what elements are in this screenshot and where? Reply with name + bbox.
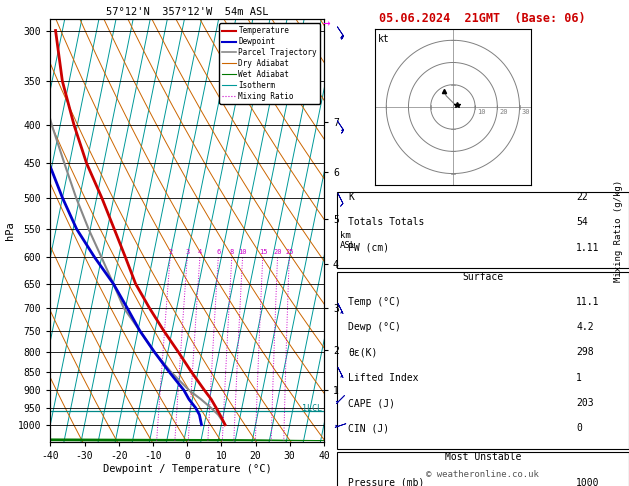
Text: 4.2: 4.2	[576, 322, 594, 332]
Text: K: K	[348, 192, 354, 202]
Text: 20: 20	[499, 108, 508, 115]
Text: Pressure (mb): Pressure (mb)	[348, 478, 425, 486]
Legend: Temperature, Dewpoint, Parcel Trajectory, Dry Adiabat, Wet Adiabat, Isotherm, Mi: Temperature, Dewpoint, Parcel Trajectory…	[220, 23, 320, 104]
Text: 15: 15	[259, 249, 267, 255]
Y-axis label: hPa: hPa	[5, 222, 15, 240]
Text: 25: 25	[285, 249, 294, 255]
Text: 4: 4	[198, 249, 203, 255]
Text: 11.1: 11.1	[576, 297, 600, 307]
Text: © weatheronline.co.uk: © weatheronline.co.uk	[426, 469, 539, 479]
Y-axis label: km
ASL: km ASL	[340, 231, 357, 250]
Text: Temp (°C): Temp (°C)	[348, 297, 401, 307]
Bar	[337, 272, 629, 449]
Text: 2: 2	[169, 249, 173, 255]
Text: PW (cm): PW (cm)	[348, 243, 389, 253]
Text: 0: 0	[576, 423, 582, 434]
Text: 1000: 1000	[576, 478, 600, 486]
X-axis label: Dewpoint / Temperature (°C): Dewpoint / Temperature (°C)	[103, 464, 272, 474]
Text: Most Unstable: Most Unstable	[445, 452, 521, 463]
Text: Mixing Ratio (g/kg): Mixing Ratio (g/kg)	[614, 180, 623, 282]
Text: Surface: Surface	[462, 272, 503, 282]
Text: 1LCL: 1LCL	[302, 404, 322, 413]
Text: 298: 298	[576, 347, 594, 358]
Bar	[337, 452, 629, 486]
Text: 3: 3	[186, 249, 190, 255]
Text: 54: 54	[576, 217, 588, 227]
Text: 1: 1	[576, 373, 582, 383]
Text: CIN (J): CIN (J)	[348, 423, 389, 434]
Text: 20: 20	[274, 249, 282, 255]
Text: 10: 10	[238, 249, 247, 255]
Text: Totals Totals: Totals Totals	[348, 217, 425, 227]
Text: 22: 22	[576, 192, 588, 202]
Text: 1.11: 1.11	[576, 243, 600, 253]
Text: 05.06.2024  21GMT  (Base: 06): 05.06.2024 21GMT (Base: 06)	[379, 12, 586, 25]
Text: 6: 6	[216, 249, 221, 255]
Text: Dewp (°C): Dewp (°C)	[348, 322, 401, 332]
Text: kt: kt	[378, 34, 390, 44]
Text: 203: 203	[576, 398, 594, 408]
Bar	[337, 192, 629, 268]
Text: 30: 30	[521, 108, 530, 115]
Text: 10: 10	[477, 108, 486, 115]
Text: CAPE (J): CAPE (J)	[348, 398, 395, 408]
Text: →: →	[323, 17, 330, 30]
Text: 8: 8	[230, 249, 234, 255]
Text: Lifted Index: Lifted Index	[348, 373, 419, 383]
Title: 57°12'N  357°12'W  54m ASL: 57°12'N 357°12'W 54m ASL	[106, 7, 269, 17]
Text: θε(K): θε(K)	[348, 347, 377, 358]
